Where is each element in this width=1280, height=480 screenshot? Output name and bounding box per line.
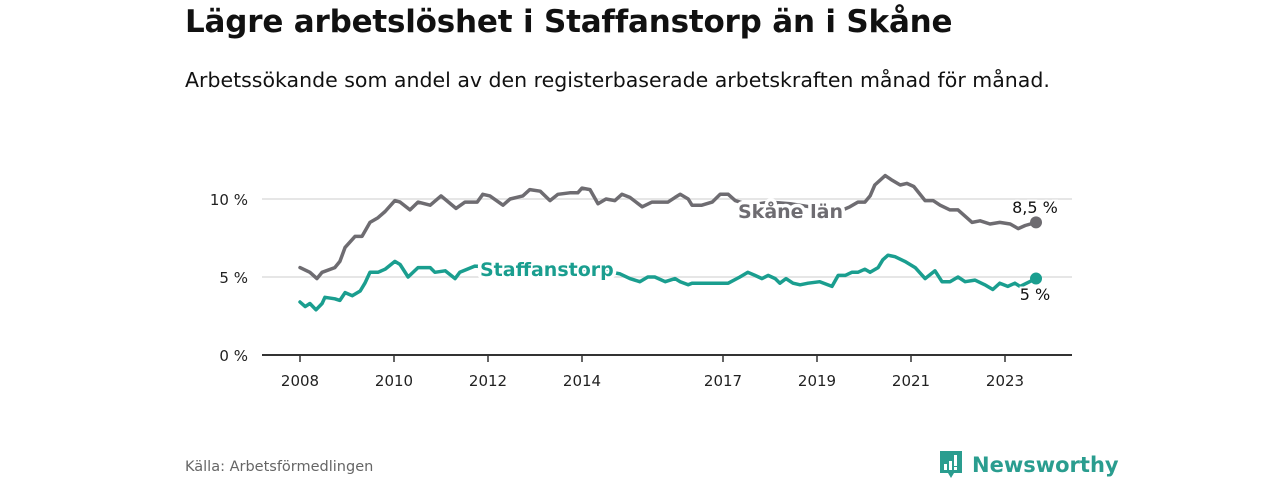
- chart-subtitle: Arbetssökande som andel av den registerb…: [185, 68, 1050, 92]
- brand-name: Newsworthy: [972, 453, 1119, 477]
- y-tick-label: 5 %: [219, 269, 248, 287]
- series-line-skane: [298, 173, 1038, 281]
- end-point-marker: [1030, 216, 1043, 229]
- y-tick-label: 0 %: [219, 347, 248, 365]
- x-tick-label: 2019: [798, 372, 836, 390]
- series-label-staffanstorp: Staffanstorp: [480, 259, 614, 281]
- series-line-staffanstorp: [298, 253, 1038, 312]
- end-value-staffanstorp: 5 %: [1020, 285, 1050, 304]
- newsworthy-logo: Newsworthy: [938, 449, 1119, 480]
- source-note: Källa: Arbetsförmedlingen: [185, 459, 374, 475]
- end-value-skane: 8,5 %: [1012, 198, 1058, 217]
- chart-title: Lägre arbetslöshet i Staffanstorp än i S…: [185, 4, 953, 40]
- series-label-skane: Skåne län: [738, 199, 843, 223]
- x-tick-label: 2010: [375, 372, 413, 390]
- newsworthy-logo-icon: [940, 451, 962, 478]
- x-tick-label: 2017: [704, 372, 742, 390]
- x-tick-label: 2023: [986, 372, 1024, 390]
- end-point-marker: [1030, 272, 1043, 285]
- y-tick-label: 10 %: [210, 191, 248, 209]
- x-tick-label: 2021: [892, 372, 930, 390]
- x-tick-label: 2008: [281, 372, 319, 390]
- x-tick-label: 2014: [563, 372, 601, 390]
- x-tick-label: 2012: [469, 372, 507, 390]
